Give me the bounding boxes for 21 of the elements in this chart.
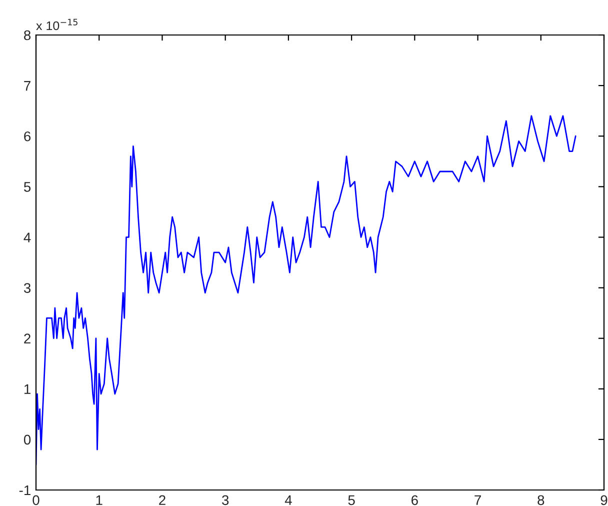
y-tick-label: 5 xyxy=(24,182,31,192)
x-tick-label: 5 xyxy=(348,495,355,506)
y-tick-label: 1 xyxy=(24,384,30,394)
text: x 10$^{−15}$ xyxy=(36,18,78,30)
x-tick-label: 8 xyxy=(538,495,544,506)
x-tick-label: 7 xyxy=(474,495,481,505)
y-tick-label: -1 xyxy=(19,485,30,496)
y-tick-label: 2 xyxy=(24,334,30,344)
y-tick-label: 8 xyxy=(24,30,31,40)
x-tick-label: 4 xyxy=(284,495,292,505)
x-tick-label: 3 xyxy=(222,495,229,506)
x-tick-label: 0 xyxy=(32,495,40,506)
y-tick-label: 6 xyxy=(24,131,31,142)
x-tick-label: 6 xyxy=(412,495,418,506)
y-tick-label: 0 xyxy=(24,434,31,445)
x-tick-label: 2 xyxy=(159,495,166,505)
y-tick-label: 4 xyxy=(24,232,31,242)
x-tick-label: 1 xyxy=(96,495,102,505)
x-tick-label: 9 xyxy=(600,495,608,506)
y-tick-label: 7 xyxy=(24,81,30,91)
y-tick-label: 3 xyxy=(24,283,31,293)
